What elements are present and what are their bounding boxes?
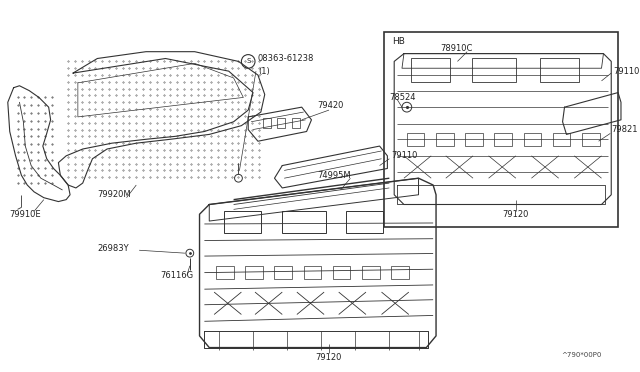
Text: 74995M: 74995M: [317, 171, 351, 180]
Text: 08363-61238: 08363-61238: [258, 54, 314, 63]
Bar: [333, 266, 350, 279]
Bar: [540, 58, 579, 82]
Bar: [292, 118, 300, 128]
Text: 79821: 79821: [611, 125, 637, 134]
Text: 79910E: 79910E: [10, 210, 42, 219]
Text: 76116G: 76116G: [161, 271, 194, 280]
Bar: [275, 266, 292, 279]
Text: 79920M: 79920M: [97, 190, 131, 199]
Bar: [553, 134, 570, 146]
Bar: [407, 134, 424, 146]
Bar: [282, 211, 326, 233]
Text: S: S: [246, 58, 250, 64]
Bar: [524, 134, 541, 146]
Text: 79420: 79420: [317, 101, 344, 110]
Bar: [465, 134, 483, 146]
Bar: [303, 266, 321, 279]
Text: HB: HB: [392, 38, 405, 46]
Bar: [362, 266, 380, 279]
Bar: [263, 118, 271, 128]
Bar: [436, 134, 454, 146]
Bar: [385, 32, 618, 227]
Text: 78910C: 78910C: [440, 44, 472, 53]
Bar: [582, 134, 600, 146]
Text: ^790*00P0: ^790*00P0: [561, 352, 602, 358]
Text: 79110: 79110: [391, 151, 418, 160]
Bar: [391, 266, 409, 279]
Bar: [495, 134, 512, 146]
Text: 79110: 79110: [613, 67, 639, 76]
Bar: [224, 211, 261, 233]
Bar: [216, 266, 234, 279]
Text: 26983Y: 26983Y: [97, 244, 129, 253]
Text: (1): (1): [258, 67, 269, 76]
Bar: [346, 211, 383, 233]
Text: 79120: 79120: [316, 353, 342, 362]
Bar: [245, 266, 263, 279]
Text: 79120: 79120: [502, 210, 529, 219]
Bar: [472, 58, 516, 82]
Bar: [411, 58, 450, 82]
Text: 78524: 78524: [389, 93, 416, 102]
Bar: [277, 118, 285, 128]
